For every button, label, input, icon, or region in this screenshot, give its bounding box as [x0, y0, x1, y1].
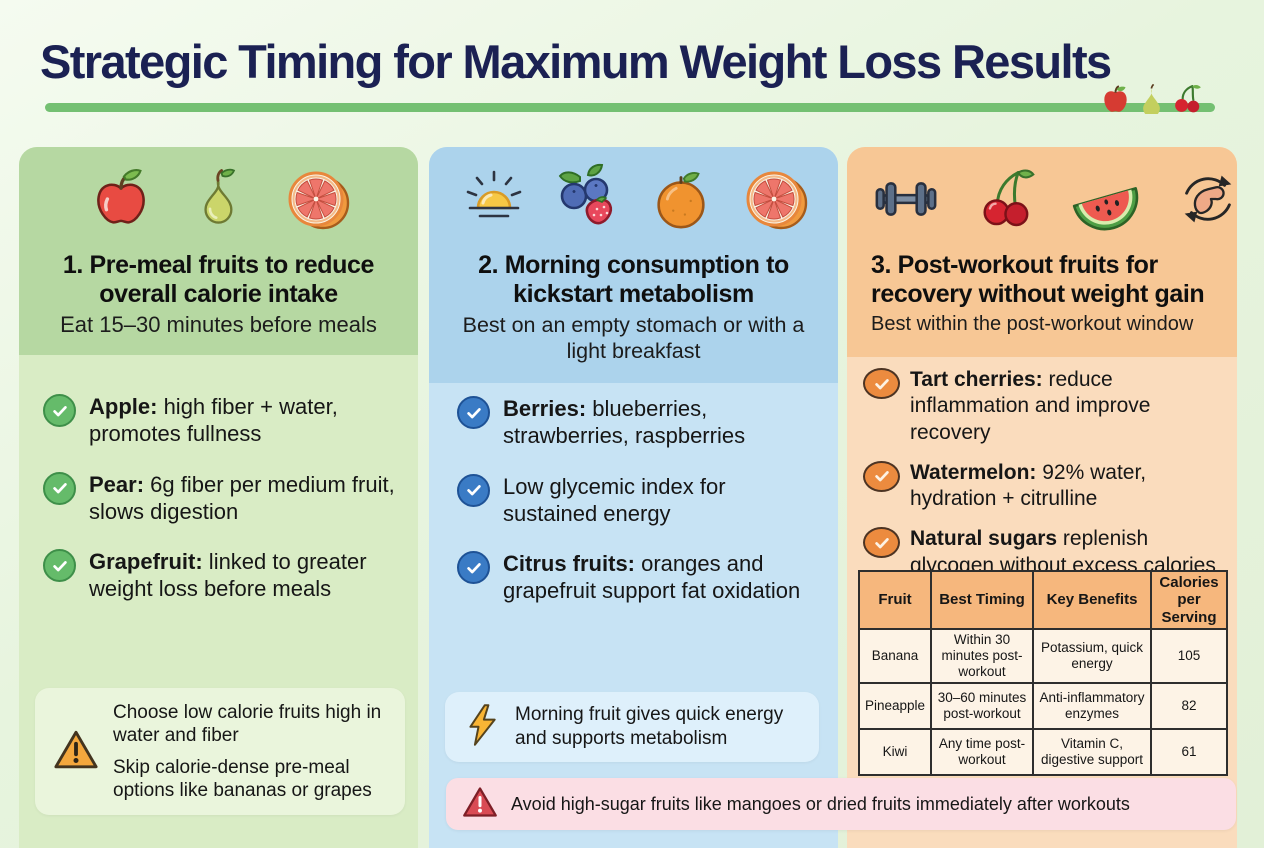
fruit-table: Fruit Best Timing Key Benefits Calories … [858, 570, 1228, 777]
warning-triangle-icon [53, 728, 99, 776]
list-item-text: Watermelon: 92% water, hydration + citru… [910, 460, 1147, 510]
panel-pre-meal-header: 1. Pre-meal fruits to reduce overall cal… [19, 147, 418, 355]
alert-triangle-icon [462, 785, 498, 824]
check-icon [457, 396, 490, 429]
benefit-list: Apple: high fiber + water, promotes full… [43, 393, 400, 626]
title-mini-fruits [1102, 83, 1202, 119]
lightning-icon [465, 703, 501, 752]
list-item-text: Apple: high fiber + water, promotes full… [89, 394, 338, 447]
apple-icon [86, 163, 156, 240]
panel-title: 1. Pre-meal fruits to reduce overall cal… [62, 251, 375, 308]
table-cell: Anti-inflammatory enzymes [1032, 682, 1152, 731]
apple-icon [1102, 85, 1129, 119]
table-cell: Vitamin C, digestive support [1032, 728, 1152, 777]
cherries-icon [1174, 84, 1202, 119]
table-cell: 105 [1150, 627, 1228, 685]
panel-post-workout-header: 3. Post-workout fruits for recovery with… [847, 147, 1237, 357]
panel-post-workout: 3. Post-workout fruits for recovery with… [847, 147, 1237, 848]
list-item: Low glycemic index for sustained energy [457, 473, 818, 528]
panel-title: 3. Post-workout fruits for recovery with… [871, 251, 1205, 308]
fruit-icons-row [871, 159, 1232, 243]
table-cell: Kiwi [858, 728, 932, 777]
grapefruit-icon [280, 163, 352, 240]
watermelon-icon [1069, 163, 1143, 240]
benefit-list: Berries: blueberries, strawberries, rasp… [457, 395, 818, 628]
list-item: Grapefruit: linked to greater weight los… [43, 548, 400, 603]
table-header: Best Timing [930, 570, 1034, 630]
list-item: Pear: 6g fiber per medium fruit, slows d… [43, 471, 400, 526]
cherries-icon [971, 163, 1039, 240]
list-item-text: Berries: blueberries, strawberries, rasp… [503, 396, 746, 449]
list-item-text: Grapefruit: linked to greater weight los… [89, 549, 367, 602]
check-icon [43, 394, 76, 427]
orange-icon [646, 163, 716, 240]
energy-note: Morning fruit gives quick energy and sup… [445, 692, 819, 762]
table-cell: 30–60 minutes post-workout [930, 682, 1034, 731]
check-icon [457, 473, 490, 507]
tip-note-text: Choose low calorie fruits high in water … [113, 701, 382, 802]
list-item-text: Low glycemic index for sustained energy [503, 473, 726, 526]
list-item: Apple: high fiber + water, promotes full… [43, 393, 400, 448]
list-item: Citrus fruits: oranges and grapefruit su… [457, 550, 818, 605]
table-cell: Banana [858, 627, 932, 685]
table-header: Key Benefits [1032, 570, 1152, 630]
list-item-text: Pear: 6g fiber per medium fruit, slows d… [89, 471, 395, 524]
benefit-list: Tart cherries: reduce inflammation and i… [863, 367, 1233, 593]
list-item: Berries: blueberries, strawberries, rasp… [457, 395, 818, 450]
table-cell: Within 30 minutes post-workout [930, 627, 1034, 685]
fruit-icons-row [429, 159, 838, 243]
check-icon [863, 460, 900, 492]
table-header: Calories per Serving [1150, 570, 1228, 630]
check-icon [863, 368, 900, 399]
recovery-icon [1173, 163, 1243, 240]
pear-icon [186, 163, 250, 240]
check-icon [43, 549, 76, 583]
dumbbell-icon [871, 163, 941, 240]
table-row: Kiwi Any time post-workout Vitamin C, di… [858, 728, 1228, 777]
berries-icon [552, 163, 624, 240]
check-icon [863, 527, 900, 559]
list-item: Watermelon: 92% water, hydration + citru… [863, 460, 1233, 513]
table-cell: 61 [1150, 728, 1228, 777]
panel-title: 2. Morning consumption to kickstart meta… [478, 251, 789, 308]
table-row: Banana Within 30 minutes post-workout Po… [858, 627, 1228, 685]
sunrise-icon [458, 163, 530, 240]
table-header-row: Fruit Best Timing Key Benefits Calories … [858, 570, 1228, 630]
check-icon [457, 551, 490, 585]
list-item-text: Citrus fruits: oranges and grapefruit su… [503, 551, 801, 604]
panel-morning: 2. Morning consumption to kickstart meta… [429, 147, 838, 848]
grapefruit-icon [738, 163, 810, 240]
panel-morning-header: 2. Morning consumption to kickstart meta… [429, 147, 838, 383]
list-item-text: Tart cherries: reduce inflammation and i… [910, 368, 1151, 444]
tip-note: Choose low calorie fruits high in water … [35, 688, 405, 815]
table-cell: Pineapple [858, 682, 932, 731]
panel-subtitle: Best within the post-workout window [871, 313, 1194, 335]
pear-icon [1140, 83, 1163, 119]
page-title: Strategic Timing for Maximum Weight Loss… [40, 35, 1112, 88]
list-item: Tart cherries: reduce inflammation and i… [863, 367, 1233, 446]
panel-subtitle: Best on an empty stomach or with a light… [462, 313, 805, 364]
fruit-icons-row [19, 159, 418, 243]
panel-subtitle: Eat 15–30 minutes before meals [60, 312, 377, 337]
table-header: Fruit [858, 570, 932, 630]
table-cell: Any time post-workout [930, 728, 1034, 777]
panel-pre-meal: 1. Pre-meal fruits to reduce overall cal… [19, 147, 418, 848]
table-cell: 82 [1150, 682, 1228, 731]
table-cell: Potassium, quick energy [1032, 627, 1152, 685]
title-underline [45, 103, 1215, 112]
alert-banner: Avoid high-sugar fruits like mangoes or … [446, 778, 1236, 830]
check-icon [43, 471, 76, 505]
table-row: Pineapple 30–60 minutes post-workout Ant… [858, 682, 1228, 731]
